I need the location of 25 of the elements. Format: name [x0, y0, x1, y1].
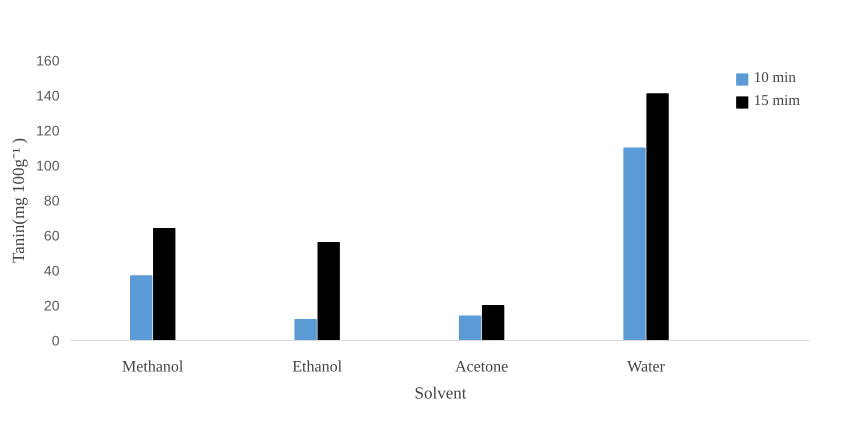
- y-tick-label: 20: [44, 298, 60, 314]
- y-tick-label: 140: [36, 88, 60, 104]
- bar: [646, 93, 669, 340]
- y-tick-label: 40: [44, 262, 60, 278]
- x-tick-label: Methanol: [122, 358, 184, 376]
- y-tick-label: 0: [52, 332, 60, 348]
- bar: [294, 319, 317, 340]
- y-tick-label: 80: [44, 192, 60, 208]
- bar: [458, 316, 482, 340]
- x-tick-label: Ethanol: [292, 358, 343, 376]
- bar: [153, 228, 176, 340]
- y-tick-label: 100: [36, 158, 60, 174]
- y-tick-label: 120: [36, 122, 60, 138]
- legend-label: 15 mim: [754, 93, 800, 110]
- y-tick-label: 60: [44, 228, 60, 244]
- x-axis-title: Solvent: [414, 384, 467, 402]
- y-tick-label: 160: [36, 52, 60, 68]
- y-axis-title: Tanin(mg 100g⁻¹ ): [9, 138, 28, 264]
- bar: [482, 305, 504, 340]
- bar: [130, 275, 152, 340]
- bar: [317, 242, 340, 340]
- x-tick-label: Acetone: [454, 358, 508, 376]
- legend-label: 10 min: [754, 70, 796, 87]
- x-tick-label: Water: [627, 358, 666, 376]
- bar: [623, 148, 646, 340]
